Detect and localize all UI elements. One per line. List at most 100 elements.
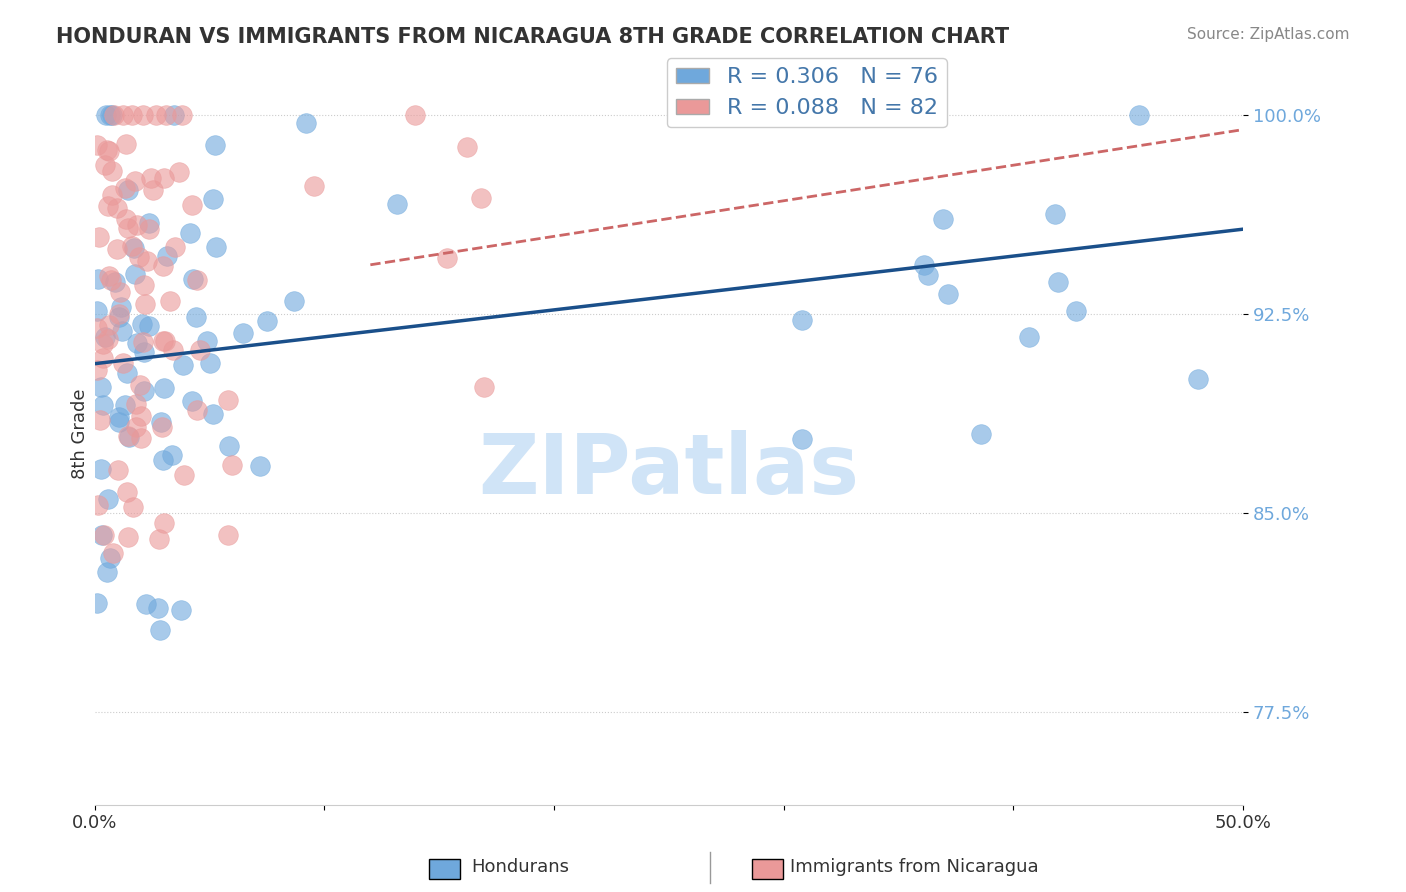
Point	[91, 337, 114, 351]
Point	[131, 108, 153, 122]
Point	[456, 139, 478, 153]
Point	[217, 393, 239, 408]
Text: Hondurans: Hondurans	[471, 858, 569, 876]
Point	[104, 276, 127, 290]
Point	[101, 546, 124, 560]
Point	[970, 426, 993, 441]
Point	[160, 448, 183, 462]
Point	[105, 242, 128, 256]
Point	[180, 394, 202, 409]
Point	[155, 108, 177, 122]
Point	[932, 212, 955, 227]
Point	[1043, 207, 1066, 221]
Point	[153, 171, 176, 186]
Point	[129, 409, 152, 423]
Point	[86, 303, 108, 318]
Point	[107, 310, 129, 324]
Point	[98, 268, 121, 283]
Point	[110, 285, 132, 299]
Point	[135, 597, 157, 611]
Point	[472, 379, 495, 393]
Point	[134, 297, 156, 311]
Point	[146, 601, 169, 615]
Point	[115, 136, 138, 151]
Point	[129, 431, 152, 445]
Legend: R = 0.306   N = 76, R = 0.088   N = 82: R = 0.306 N = 76, R = 0.088 N = 82	[666, 59, 946, 128]
Point	[96, 565, 118, 579]
Point	[179, 226, 201, 240]
Point	[101, 188, 124, 202]
Point	[141, 170, 163, 185]
Point	[98, 550, 121, 565]
Point	[124, 174, 146, 188]
Point	[167, 165, 190, 179]
Y-axis label: 8th Grade: 8th Grade	[72, 388, 89, 479]
Point	[96, 492, 118, 507]
Point	[470, 191, 492, 205]
Point	[115, 485, 138, 500]
Point	[1047, 275, 1070, 289]
Point	[197, 334, 219, 348]
Point	[93, 528, 115, 542]
Point	[108, 415, 131, 429]
Point	[232, 326, 254, 341]
Point	[132, 334, 155, 349]
Point	[101, 108, 124, 122]
Point	[1187, 371, 1209, 385]
Point	[129, 377, 152, 392]
Point	[188, 343, 211, 357]
Point	[149, 624, 172, 638]
Point	[152, 334, 174, 348]
Point	[221, 458, 243, 472]
Point	[125, 219, 148, 233]
Point	[186, 310, 208, 324]
Point	[180, 198, 202, 212]
Point	[138, 221, 160, 235]
Point	[790, 313, 813, 327]
Point	[912, 258, 935, 272]
Point	[436, 252, 458, 266]
Point	[112, 356, 135, 370]
Point	[405, 108, 427, 122]
Point	[134, 384, 156, 399]
Point	[86, 321, 108, 335]
Text: Immigrants from Nicaragua: Immigrants from Nicaragua	[790, 858, 1038, 876]
Point	[172, 358, 194, 372]
Text: ZIPatlas: ZIPatlas	[478, 430, 859, 511]
Point	[100, 273, 122, 287]
Point	[105, 202, 128, 216]
Point	[121, 500, 143, 514]
Text: HONDURAN VS IMMIGRANTS FROM NICARAGUA 8TH GRADE CORRELATION CHART: HONDURAN VS IMMIGRANTS FROM NICARAGUA 8T…	[56, 27, 1010, 46]
Point	[108, 409, 131, 424]
Point	[173, 467, 195, 482]
Point	[145, 108, 167, 122]
Point	[134, 344, 156, 359]
Point	[118, 430, 141, 444]
Point	[90, 528, 112, 542]
Point	[114, 181, 136, 195]
Point	[249, 458, 271, 473]
Point	[87, 498, 110, 512]
Point	[90, 462, 112, 476]
Point	[132, 277, 155, 292]
Point	[162, 343, 184, 357]
Point	[150, 415, 173, 429]
Point	[125, 420, 148, 434]
Point	[304, 178, 326, 193]
Point	[121, 238, 143, 252]
Point	[97, 332, 120, 346]
Point	[87, 230, 110, 244]
Point	[117, 429, 139, 443]
Point	[125, 336, 148, 351]
Point	[110, 300, 132, 314]
Point	[163, 108, 186, 122]
Point	[131, 317, 153, 331]
Point	[124, 268, 146, 282]
Point	[117, 530, 139, 544]
Point	[98, 318, 121, 332]
Point	[117, 184, 139, 198]
Point	[790, 432, 813, 446]
Point	[1064, 304, 1087, 318]
Point	[165, 240, 187, 254]
Point	[159, 294, 181, 309]
